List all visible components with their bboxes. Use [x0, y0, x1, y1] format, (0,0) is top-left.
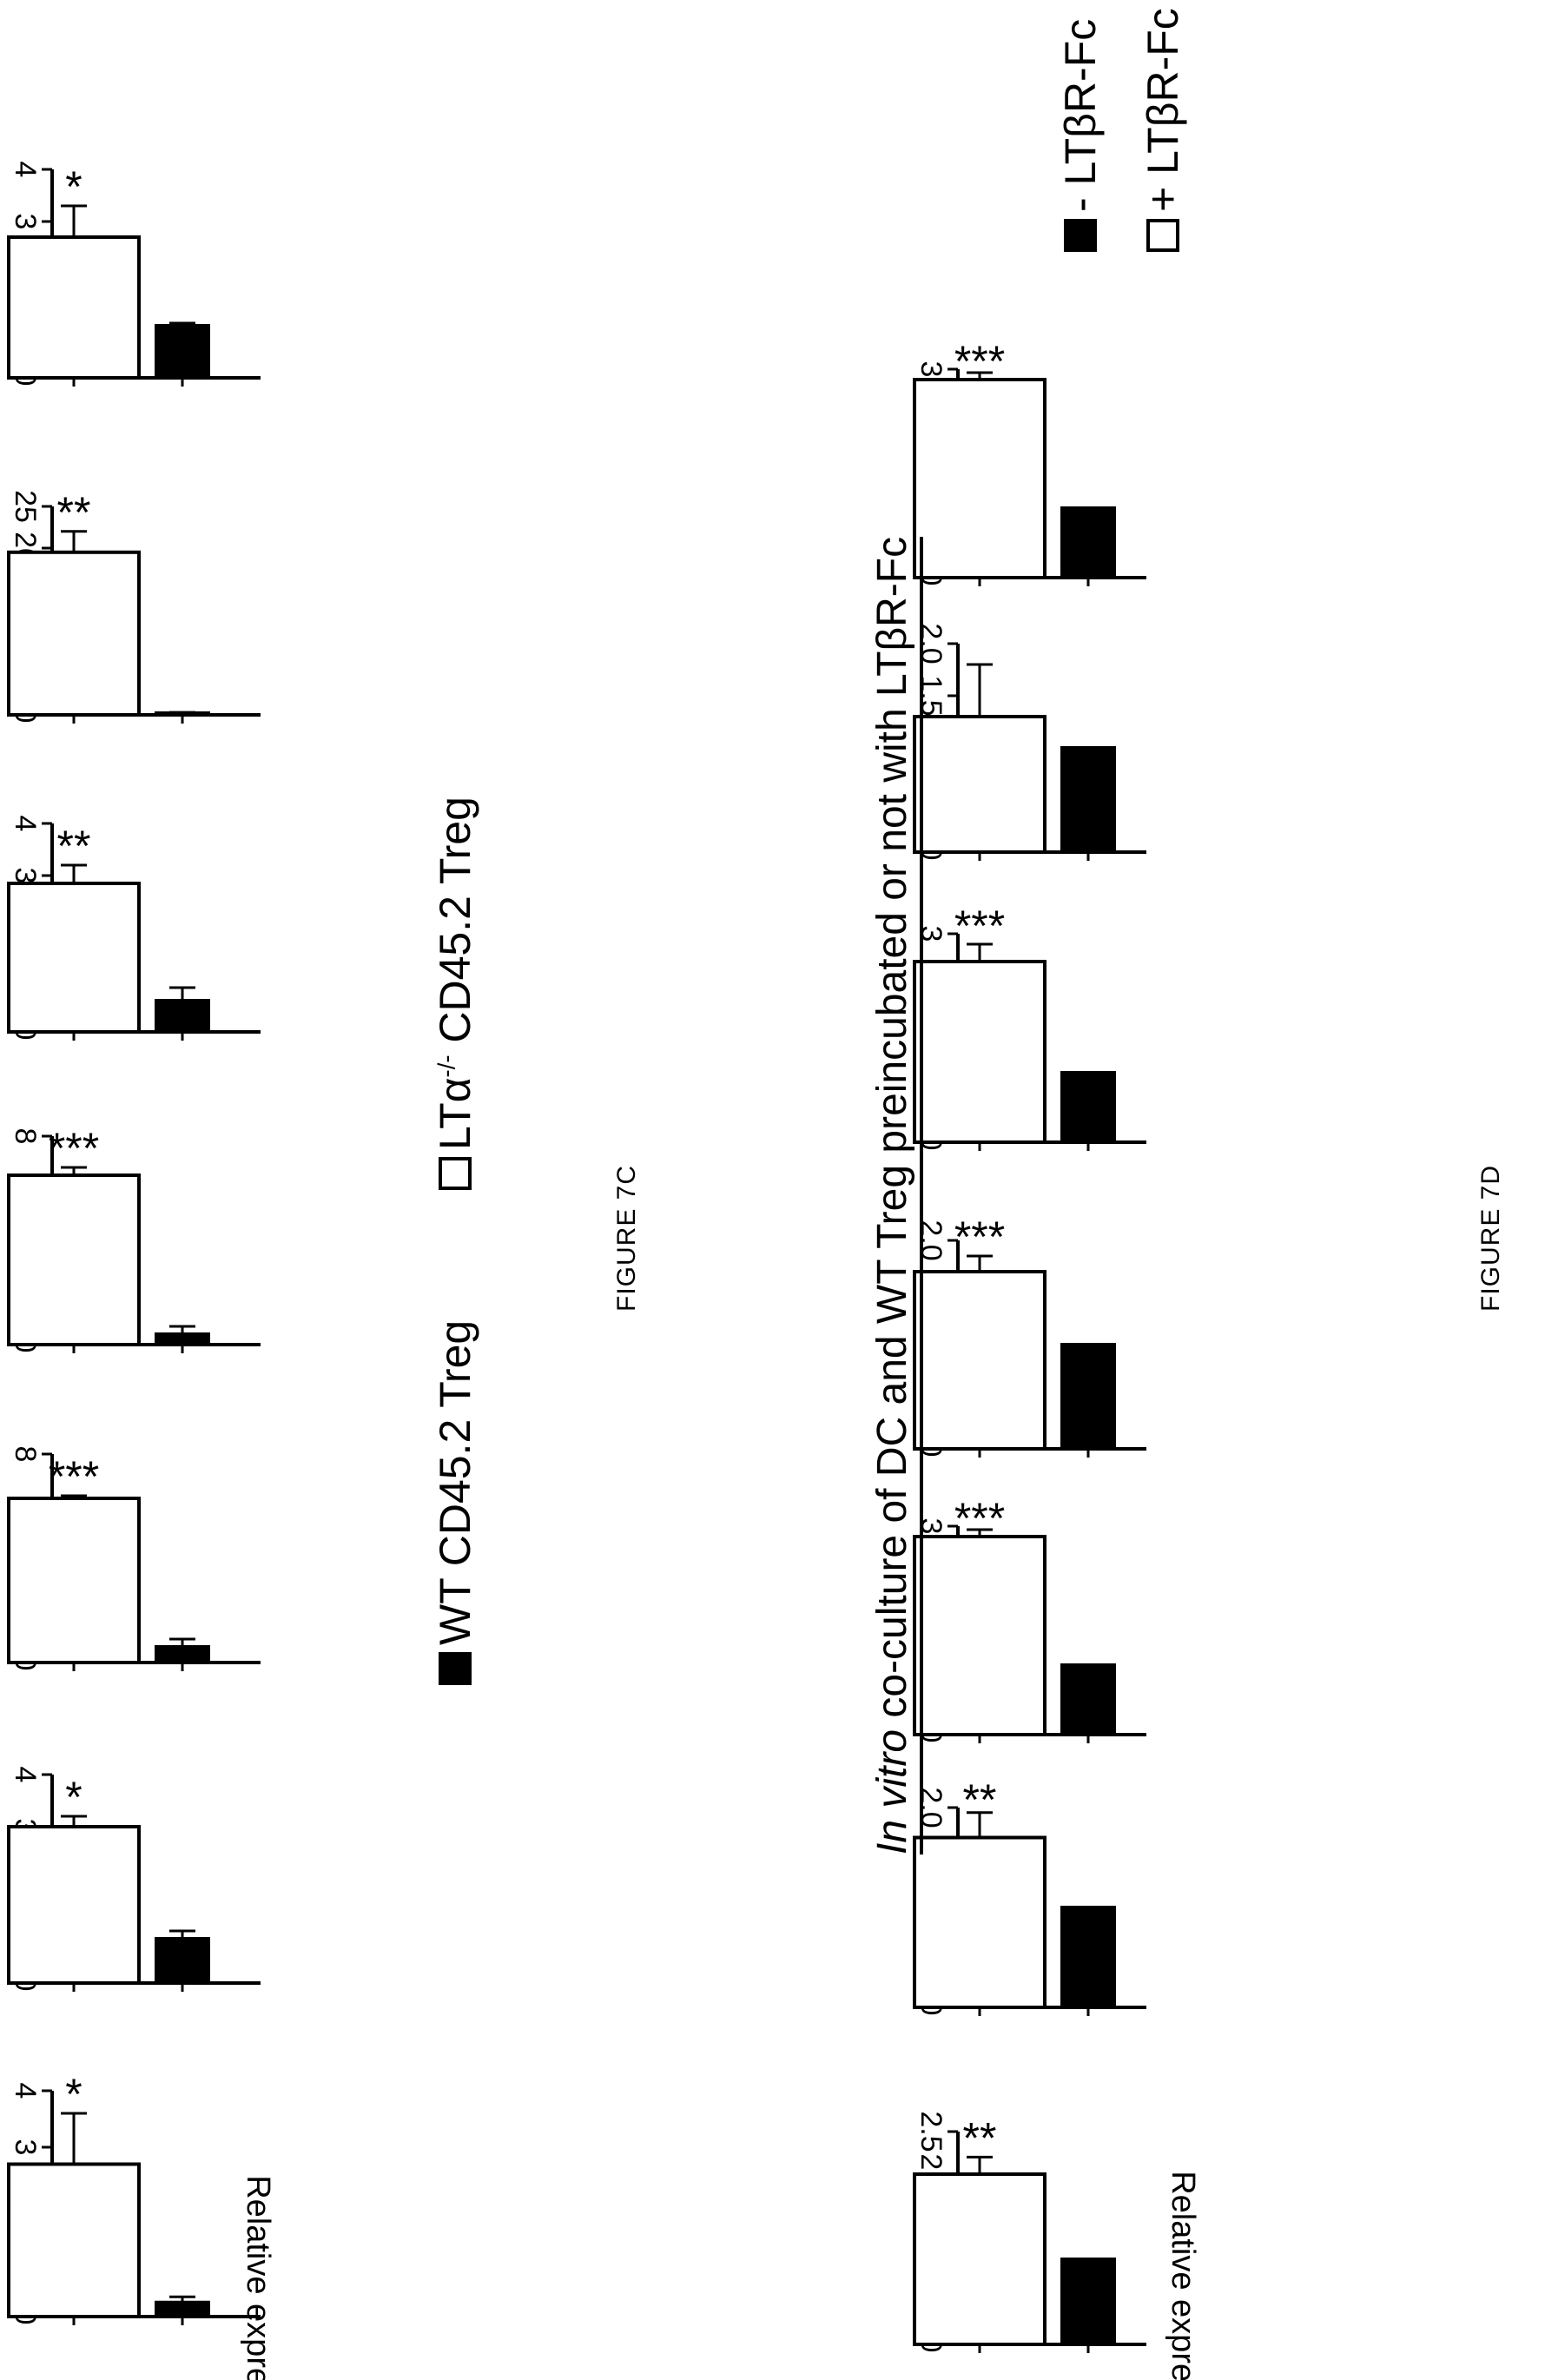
value-tick-label: 2.0: [914, 623, 947, 664]
bar-control: [1060, 746, 1116, 854]
value-tick-label: 4: [9, 816, 42, 832]
significance-marker: ***: [49, 1452, 99, 1501]
bar-treated: [913, 1835, 1047, 2009]
value-tick-label: 3: [914, 1518, 947, 1535]
bar-treated: [7, 1173, 141, 1346]
bar-treated: [913, 1535, 1047, 1736]
chart-panel-7c-gzmb: Gzmb01234**: [3, 816, 261, 1041]
legend-item-minus-ltbr: - LTβR-Fc: [1055, 19, 1106, 252]
bar-treated: [7, 1825, 141, 1985]
legend-item-lta-ko: LTα-/- CD45.2 Treg: [430, 797, 480, 1190]
y-axis-title: Relative expression: [1165, 2171, 1201, 2380]
chart-panel-7d-il10: Il1000.51.01.52.0**: [908, 1775, 1146, 2016]
chart-panel-7d-tgfb1: Tgfb100.51.01.52.0***: [908, 1213, 1146, 1458]
bar-treated: [7, 2162, 141, 2318]
significance-marker: ***: [954, 1494, 1005, 1543]
value-tick-label: 2.0: [914, 1220, 947, 1260]
bar-control: [1060, 1906, 1116, 2009]
chart-panel-7d-fasl: Fasl00.51.01.52.0: [908, 623, 1146, 861]
bar-control: [155, 2300, 210, 2318]
chart-panel-7d-ebi3: Ebi30123***: [908, 1494, 1146, 1743]
significance-marker: *: [65, 162, 82, 211]
legend-item-wt: WT CD45.2 Treg: [430, 1320, 480, 1685]
bar-control: [155, 999, 210, 1034]
significance-marker: ***: [954, 1213, 1005, 1261]
legend-label: + LTβR-Fc: [1139, 8, 1187, 212]
value-tick-label: 3: [914, 926, 947, 942]
bar-control: [1060, 2258, 1116, 2346]
significance-marker: **: [963, 2114, 997, 2163]
legend-swatch-black: [439, 1652, 472, 1685]
bar-control: [155, 1937, 210, 1985]
bar-treated: [913, 1270, 1047, 1451]
value-tick-label: 3: [9, 2139, 42, 2156]
value-tick-label: 4: [9, 162, 42, 178]
value-tick-label: 8: [9, 1446, 42, 1463]
value-tick-label: 4: [9, 2083, 42, 2099]
y-axis-title: Relative expression: [240, 2175, 276, 2380]
legend-swatch-black: [1064, 219, 1097, 252]
legend-label: LTα-/- CD45.2 Treg: [431, 797, 479, 1150]
bar-control: [1060, 1343, 1116, 1451]
chart-panel-7d-gzmb: Gzmb0123***: [908, 902, 1146, 1151]
bar-control: [1060, 1071, 1116, 1144]
chart-panel-7c-fasl: Fasl0510152025**: [3, 488, 261, 724]
significance-marker: **: [57, 488, 91, 537]
bar-control: [1060, 1663, 1116, 1736]
value-tick-label: 4: [9, 1767, 42, 1783]
chart-panel-7c-tgfb1: Tgfb102468***: [3, 1446, 261, 1671]
legend-label: WT CD45.2 Treg: [431, 1319, 479, 1645]
legend-item-plus-ltbr: + LTβR-Fc: [1138, 8, 1188, 252]
bar-control: [1060, 506, 1116, 579]
bar-treated: [913, 715, 1047, 854]
bar-treated: [913, 2172, 1047, 2346]
legend-label: - LTβR-Fc: [1056, 18, 1105, 212]
significance-marker: *: [65, 2070, 82, 2119]
significance-marker: ***: [954, 902, 1005, 950]
figure-caption-7c: FIGURE 7C: [612, 1164, 641, 1312]
chart-panel-7d-il17a: Il17a0123***: [908, 337, 1146, 586]
bar-treated: [913, 960, 1047, 1144]
significance-marker: *: [65, 1773, 82, 1821]
value-tick-label: 3: [9, 214, 42, 230]
chart-panel-7c-il17a: Il17a01234*: [3, 162, 261, 387]
experiment-banner: In vitro co-culture of DC and WT Treg pr…: [868, 536, 923, 1854]
value-tick-label: 3: [914, 361, 947, 378]
bar-control: [155, 1645, 210, 1664]
bar-control: [155, 324, 210, 380]
bar-treated: [7, 882, 141, 1034]
value-tick-label: 1.5: [914, 675, 947, 716]
value-tick-label: 3: [9, 868, 42, 884]
legend-swatch-white: [1146, 219, 1179, 252]
bar-treated: [7, 1497, 141, 1664]
figure-caption-7d: FIGURE 7D: [1476, 1164, 1505, 1312]
chart-panel-7d-klrg1: Klrg100.51.01.52.02.5**: [908, 2111, 1146, 2353]
chart-panel-7c-ebi3: Ebi301234*: [3, 1767, 261, 1992]
bar-control: [155, 1332, 210, 1346]
significance-marker: ***: [954, 337, 1005, 386]
chart-panel-7c-ifnγ: Ifnγ02468***: [3, 1124, 261, 1353]
significance-marker: ***: [49, 1124, 99, 1173]
bar-treated: [7, 550, 141, 717]
value-tick-label: 2.0: [914, 1787, 947, 1828]
value-tick-label: 8: [9, 1128, 42, 1145]
bar-treated: [7, 235, 141, 380]
bar-treated: [913, 378, 1047, 579]
value-tick-label: 2.5: [914, 2111, 947, 2152]
significance-marker: **: [963, 1775, 997, 1824]
chart-panel-7c-il10: Il1001234*: [3, 2070, 261, 2325]
significance-marker: **: [57, 822, 91, 870]
legend-swatch-white: [439, 1157, 472, 1190]
value-tick-label: 25: [9, 490, 42, 523]
